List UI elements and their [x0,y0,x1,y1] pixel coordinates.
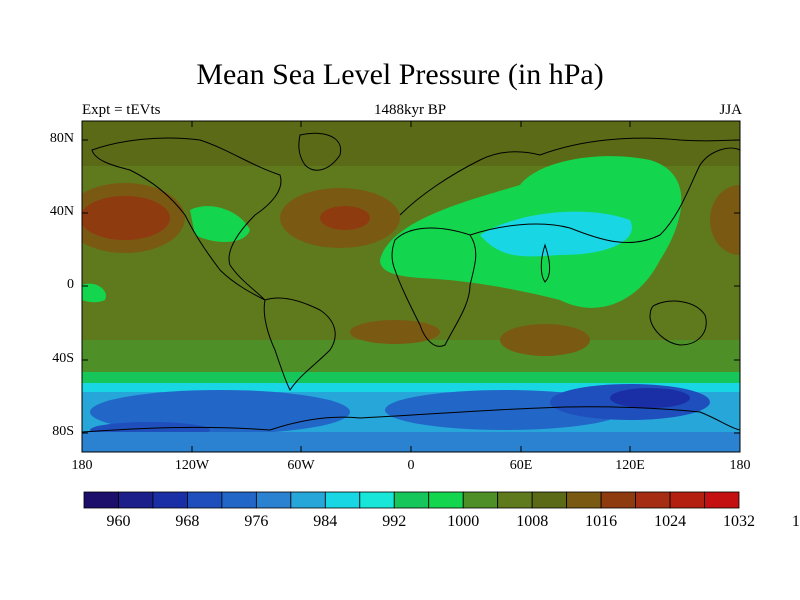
colorbar-label: 1024 [654,513,687,530]
coast-australia [649,300,707,346]
plot-title: Mean Sea Level Pressure (in hPa) [196,58,604,91]
colorbar-box [669,491,705,509]
colorbar-box [600,491,636,509]
colorbar-box [635,491,671,509]
colorbar-label: 992 [382,513,407,530]
season-label: JJA [719,102,742,118]
colorbar-box [187,491,223,509]
field-azores-high-core [320,206,370,230]
colorbar-box [221,491,257,509]
colorbar-label: 1040 [791,513,800,530]
colorbar-box [428,491,464,509]
pressure-field [82,121,740,452]
colorbar-box [359,491,395,509]
colorbar-box [255,491,292,509]
colorbar-box [462,491,499,509]
coast-south-america [263,297,336,391]
x-tick-60w: 60W [287,458,315,473]
field-asian-low-core [480,211,632,257]
colorbar-box [118,491,154,509]
x-tick-120e: 120E [615,458,645,473]
experiment-label: Expt = tEVts [82,102,161,118]
x-tick-0: 0 [407,458,415,473]
field-st-helena-high [350,320,440,344]
field-antarctic [82,432,740,452]
y-tick-40n: 40N [49,204,74,219]
y-tick-80s: 80S [52,424,74,439]
field-pacific-high-core [82,196,170,240]
field-mascarene-high [500,324,590,356]
coastlines [82,132,740,433]
colorbar-label: 968 [175,513,200,530]
colorbar-box [497,491,533,509]
field-na-low [190,206,250,242]
y-tick-0: 0 [67,277,74,292]
y-tick-80n: 80N [49,131,74,146]
colorbar-box [152,491,188,509]
coast-greenland [298,132,342,171]
colorbar-label: 1000 [447,513,480,530]
x-tick-60e: 60E [509,458,533,473]
colorbar-box [531,491,568,509]
coast-africa [391,227,477,347]
field-pacific-high-east [710,185,740,255]
colorbar-label: 984 [313,513,338,530]
axis-ticks [81,121,741,452]
coast-antarctica [82,406,740,433]
coast-asia [469,147,740,243]
coast-siberia [539,137,740,156]
colorbar-label: 976 [244,513,269,530]
colorbar-label: 960 [106,513,131,530]
colorbar-box [324,491,361,509]
colorbar-box [290,491,326,509]
y-tick-40s: 40S [52,351,74,366]
colorbar-box [83,491,119,509]
x-tick-120w: 120W [174,458,210,473]
colorbar [83,491,740,509]
colorbar-label: 1016 [585,513,618,530]
x-tick-180e: 180 [729,458,751,473]
coast-europe [399,151,541,216]
colorbar-box [393,491,430,509]
coast-north-america [91,137,282,301]
field-eq-pacific-low [82,283,106,303]
field-low-core [610,388,690,408]
colorbar-label: 1032 [723,513,755,530]
x-tick-180w: 180 [71,458,93,473]
colorbar-box [704,491,740,509]
colorbar-label: 1008 [516,513,549,530]
colorbar-box [566,491,602,509]
period-label: 1488kyr BP [373,102,447,118]
coast-india [540,243,550,283]
